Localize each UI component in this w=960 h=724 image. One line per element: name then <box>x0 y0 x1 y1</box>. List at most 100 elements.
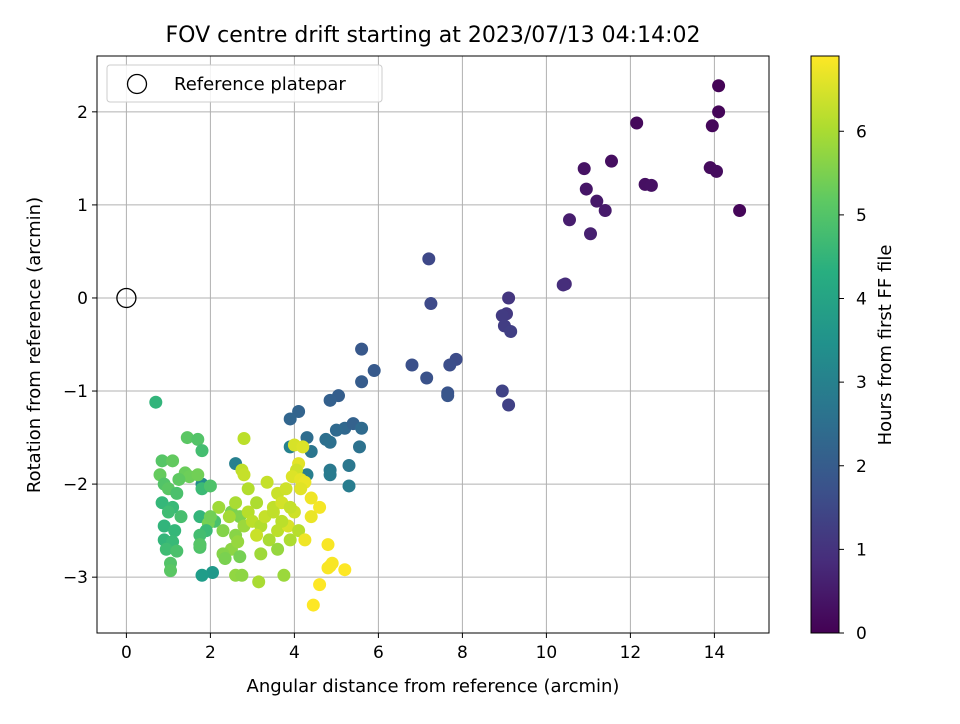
data-point <box>250 528 264 542</box>
data-point <box>168 524 182 538</box>
data-point <box>172 472 186 486</box>
data-point <box>222 510 236 524</box>
x-tick-label: 10 <box>536 643 558 663</box>
reference-marker-layer <box>116 287 137 309</box>
data-point <box>254 547 268 561</box>
data-point <box>206 566 219 580</box>
data-point <box>329 423 343 437</box>
y-tick-label: 0 <box>77 289 88 309</box>
data-point <box>174 510 188 524</box>
y-tick-label: −2 <box>63 475 88 495</box>
data-point <box>733 203 747 217</box>
data-point <box>237 431 251 445</box>
data-point <box>405 358 419 372</box>
data-point <box>241 482 255 496</box>
data-point <box>149 395 163 409</box>
data-point <box>563 213 576 227</box>
data-point <box>598 203 612 217</box>
colorbar-tick-label: 3 <box>856 373 867 393</box>
data-point <box>170 544 184 558</box>
data-point <box>292 405 306 419</box>
colorbar-tick-label: 1 <box>856 540 867 560</box>
data-point <box>180 431 194 445</box>
data-point <box>155 496 169 510</box>
data-point <box>218 552 232 566</box>
y-tick-label: −1 <box>63 382 88 402</box>
data-point <box>367 364 381 378</box>
data-point <box>323 435 337 449</box>
colorbar-ticks: 0 1 2 3 4 5 6 <box>839 122 867 644</box>
colorbar-label: Hours from first FF file <box>875 245 896 446</box>
data-point <box>323 393 337 407</box>
data-point <box>495 309 509 323</box>
data-point <box>203 479 217 493</box>
data-point <box>342 458 356 472</box>
data-point <box>443 358 457 372</box>
data-point <box>161 505 175 519</box>
x-axis-label: Angular distance from reference (arcmin) <box>247 676 620 697</box>
data-point <box>237 468 251 482</box>
data-point <box>502 398 516 412</box>
data-point <box>277 568 291 582</box>
data-point <box>294 482 308 496</box>
x-axis-ticks: 0 2 4 6 8 10 12 14 <box>121 633 725 663</box>
data-point <box>195 444 209 458</box>
data-point <box>422 252 436 266</box>
data-point <box>296 440 310 454</box>
data-point <box>164 564 177 578</box>
x-tick-label: 8 <box>457 643 468 663</box>
data-point <box>283 412 297 426</box>
y-tick-label: 2 <box>77 103 88 123</box>
data-point <box>712 105 726 119</box>
data-point <box>252 575 266 589</box>
data-point <box>279 482 293 496</box>
y-axis-label: Rotation from reference (arcmin) <box>24 197 45 493</box>
data-point <box>275 514 289 528</box>
data-point <box>321 561 335 575</box>
colorbar-tick-label: 6 <box>856 122 867 142</box>
chart-title: FOV centre drift starting at 2023/07/13 … <box>166 23 701 48</box>
legend-marker <box>126 73 148 95</box>
data-point <box>195 568 209 582</box>
y-tick-label: −3 <box>63 568 88 588</box>
data-point <box>266 505 280 519</box>
data-point <box>262 533 276 547</box>
data-point <box>304 510 318 524</box>
reference-marker <box>116 287 137 309</box>
data-point <box>556 278 570 292</box>
data-point <box>577 162 591 176</box>
y-tick-label: 1 <box>77 196 88 216</box>
data-point <box>271 542 285 556</box>
legend-box <box>106 64 383 103</box>
data-point <box>590 194 604 208</box>
x-tick-label: 4 <box>289 643 300 663</box>
colorbar-frame <box>810 55 840 634</box>
data-point <box>342 479 356 493</box>
data-point <box>170 486 184 500</box>
data-point <box>313 578 327 592</box>
data-point <box>338 563 352 577</box>
colorbar: 0 1 2 3 4 5 6 Hours from first FF file <box>810 55 896 644</box>
data-point <box>193 528 207 542</box>
colorbar-tick-label: 5 <box>856 206 867 226</box>
data-point <box>504 324 518 338</box>
x-tick-label: 14 <box>704 643 726 663</box>
x-tick-label: 2 <box>205 643 216 663</box>
data-point <box>605 154 618 168</box>
data-points <box>149 79 747 612</box>
data-point <box>233 550 247 564</box>
colorbar-tick-label: 4 <box>856 290 867 310</box>
data-point <box>705 119 719 133</box>
data-point <box>712 79 726 93</box>
data-point <box>229 496 243 510</box>
data-point <box>260 475 274 489</box>
data-point <box>579 182 593 196</box>
data-point <box>355 375 369 389</box>
data-point <box>212 500 226 514</box>
data-point <box>420 371 434 385</box>
colorbar-gradient <box>811 56 839 633</box>
data-point <box>306 598 320 612</box>
data-point <box>283 500 297 514</box>
x-tick-label: 12 <box>620 643 642 663</box>
data-point <box>193 538 207 552</box>
